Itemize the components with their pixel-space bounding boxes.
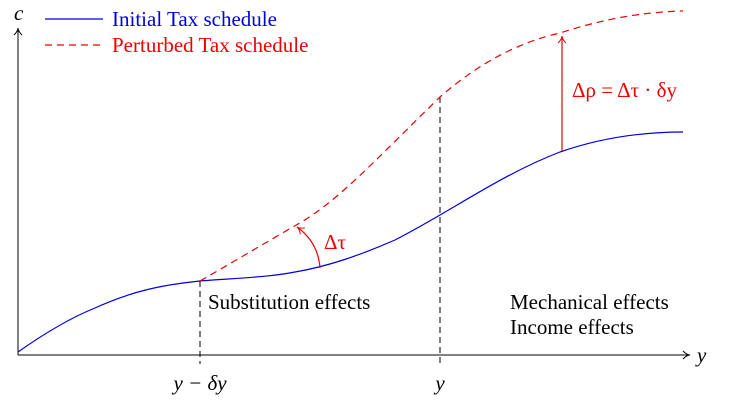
angle-label: Δτ <box>324 230 346 254</box>
gap-label: Δρ = Δτ · δy <box>572 78 678 102</box>
angle-arrow <box>296 226 321 269</box>
x-axis-label: y <box>695 343 707 367</box>
substitution-label: Substitution effects <box>208 290 370 314</box>
tick-label: y <box>433 371 445 395</box>
income-label: Income effects <box>510 315 634 339</box>
y-axis-label: c <box>14 1 24 25</box>
legend-label: Initial Tax schedule <box>112 7 277 31</box>
initial-curve <box>17 131 684 353</box>
mechanical-label: Mechanical effects <box>510 290 669 314</box>
legend-label: Perturbed Tax schedule <box>112 33 308 57</box>
tick-label: y − δy <box>171 371 227 395</box>
perturbed-curve <box>199 10 684 282</box>
